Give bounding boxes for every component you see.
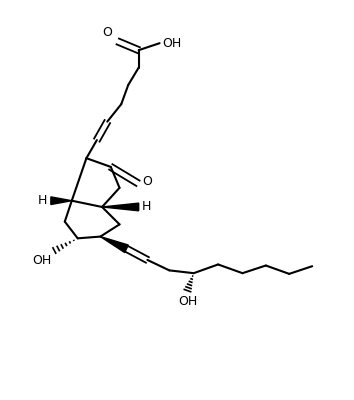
Text: H: H: [38, 194, 47, 207]
Text: OH: OH: [178, 295, 197, 308]
Text: O: O: [142, 175, 152, 188]
Text: O: O: [103, 26, 113, 39]
Text: OH: OH: [32, 254, 52, 267]
Polygon shape: [51, 197, 72, 204]
Text: H: H: [142, 200, 152, 214]
Text: OH: OH: [162, 37, 182, 50]
Polygon shape: [100, 236, 128, 252]
Polygon shape: [102, 203, 139, 211]
